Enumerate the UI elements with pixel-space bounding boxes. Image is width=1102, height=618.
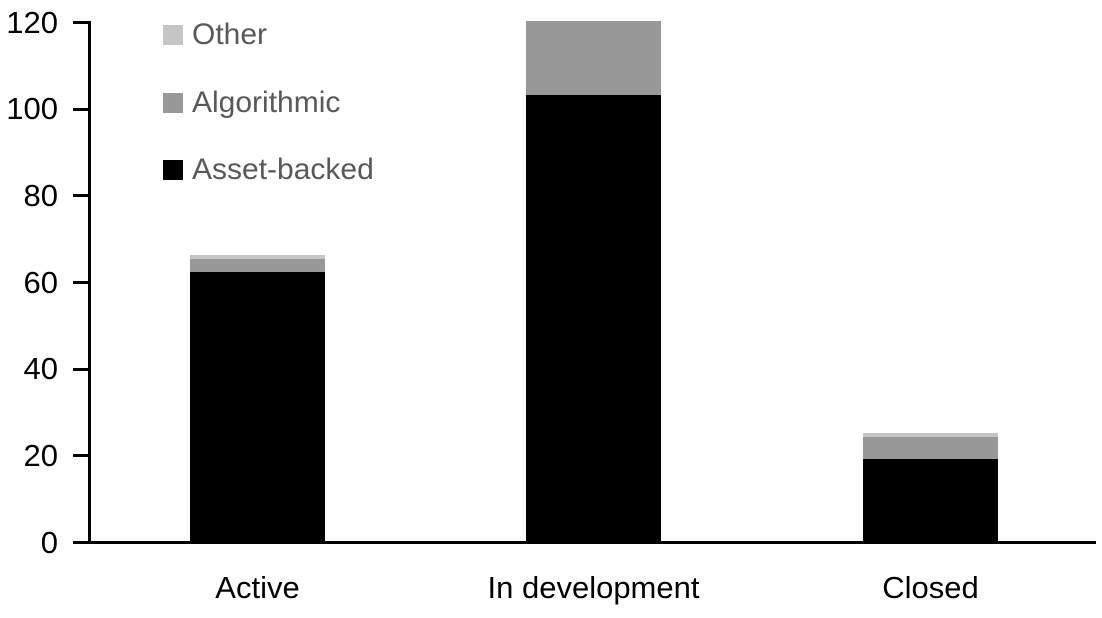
x-axis-label-closed: Closed xyxy=(882,570,979,605)
legend-swatch-icon xyxy=(163,25,183,45)
x-axis-label-active: Active xyxy=(215,570,300,605)
y-tick-120 xyxy=(73,21,88,24)
x-axis-line xyxy=(88,541,1096,544)
legend-label: Other xyxy=(192,18,268,51)
legend-item-algorithmic: Algorithmic xyxy=(163,88,340,118)
y-tick-60 xyxy=(73,281,88,284)
y-tick-label-100: 100 xyxy=(6,91,58,126)
y-tick-20 xyxy=(73,454,88,457)
y-tick-label-80: 80 xyxy=(23,178,58,213)
y-axis-line xyxy=(88,21,91,544)
legend-label: Algorithmic xyxy=(192,86,341,119)
bar-segment-active-algorithmic xyxy=(190,259,325,273)
y-tick-100 xyxy=(73,108,88,111)
y-tick-label-0: 0 xyxy=(40,525,58,560)
bar-segment-closed-other xyxy=(863,432,998,437)
y-tick-label-120: 120 xyxy=(6,5,58,40)
bar-segment-active-other xyxy=(190,255,325,260)
y-tick-label-60: 60 xyxy=(23,265,58,300)
legend-item-asset-backed: Asset-backed xyxy=(163,155,374,185)
legend-item-other: Other xyxy=(163,20,267,50)
legend-swatch-icon xyxy=(163,160,183,180)
legend-swatch-icon xyxy=(163,93,183,113)
bar-segment-closed-algorithmic xyxy=(863,437,998,459)
bar-segment-active-asset-backed xyxy=(190,272,325,541)
legend-label: Asset-backed xyxy=(192,153,374,186)
y-tick-40 xyxy=(73,368,88,371)
y-tick-label-40: 40 xyxy=(23,351,58,386)
bar-segment-closed-asset-backed xyxy=(863,458,998,541)
y-tick-0 xyxy=(73,541,88,544)
bar-segment-in-development-algorithmic xyxy=(526,21,661,95)
bar-segment-in-development-asset-backed xyxy=(526,94,661,541)
y-tick-label-20: 20 xyxy=(23,438,58,473)
y-tick-80 xyxy=(73,194,88,197)
x-axis-label-in-development: In development xyxy=(487,570,700,605)
